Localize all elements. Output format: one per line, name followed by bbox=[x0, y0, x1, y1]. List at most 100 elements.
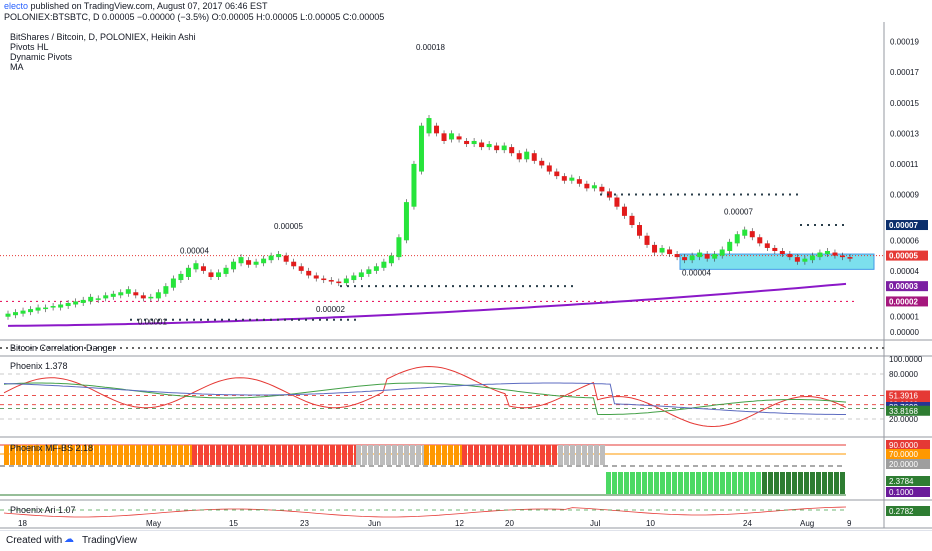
mfbs-bar bbox=[210, 445, 215, 465]
mfbs-bar bbox=[486, 445, 491, 465]
candle bbox=[479, 142, 485, 148]
mfbs-bar bbox=[762, 472, 767, 494]
phoenix-axis-label: 100.0000 bbox=[889, 355, 923, 364]
candle bbox=[140, 295, 146, 299]
mfbs-bar bbox=[552, 445, 557, 465]
mfbs-bar bbox=[336, 445, 341, 465]
mfbs-bar bbox=[678, 472, 683, 494]
candle bbox=[539, 160, 545, 166]
mfbs-bar bbox=[392, 445, 397, 465]
mfbs-bar bbox=[124, 445, 129, 465]
mfbs-bar bbox=[684, 472, 689, 494]
mfbs-bar bbox=[618, 472, 623, 494]
mfbs-bar bbox=[442, 445, 447, 465]
candle bbox=[501, 145, 507, 151]
mfbs-bar bbox=[600, 445, 605, 465]
published-text: published on TradingView.com, August 07,… bbox=[30, 1, 268, 11]
pivot-annotation: 0.00005 bbox=[274, 222, 303, 231]
pivot-annotation: 0.00007 bbox=[724, 207, 753, 216]
mfbs-bar bbox=[810, 472, 815, 494]
mfbs-bar bbox=[410, 445, 415, 465]
mfbs-bar bbox=[672, 472, 677, 494]
candle bbox=[80, 299, 86, 303]
mfbs-bar bbox=[840, 472, 845, 494]
mfbs-bar bbox=[356, 445, 361, 465]
pane-label-phoenix: Phoenix 1.378 bbox=[10, 361, 68, 371]
mfbs-bar bbox=[708, 472, 713, 494]
mfbs-bar bbox=[88, 445, 93, 465]
phoenix-green-line bbox=[3, 382, 847, 415]
mfbs-bar bbox=[380, 445, 385, 465]
mfbs-bar bbox=[416, 445, 421, 465]
mfbs-bar bbox=[112, 445, 117, 465]
candle bbox=[208, 272, 214, 277]
candle bbox=[652, 244, 658, 253]
mfbs-bar bbox=[398, 445, 403, 465]
candle bbox=[133, 292, 139, 296]
phoenix-axis-label: 33.8168 bbox=[889, 407, 918, 416]
candle bbox=[449, 133, 455, 140]
legend-pivots-hl: Pivots HL bbox=[10, 42, 49, 52]
mfbs-bar bbox=[270, 445, 275, 465]
candle bbox=[599, 186, 605, 192]
phoenix-axis-label: 80.0000 bbox=[889, 370, 918, 379]
x-tick-label: 20 bbox=[505, 519, 514, 528]
candle bbox=[268, 255, 274, 261]
mfbs-bar bbox=[528, 445, 533, 465]
mfbs-axis-box bbox=[886, 476, 930, 486]
mfbs-axis-label: 0.1000 bbox=[889, 488, 914, 497]
y-tick-label: 0.00011 bbox=[890, 160, 919, 169]
mfbs-bar bbox=[630, 472, 635, 494]
mfbs-bar bbox=[448, 445, 453, 465]
candle bbox=[569, 177, 575, 181]
mfbs-bar bbox=[696, 472, 701, 494]
mfbs-bar bbox=[750, 472, 755, 494]
pivot-annotation: 0.00004 bbox=[180, 247, 209, 256]
phoenix-blue-line bbox=[3, 382, 846, 415]
mfbs-bar bbox=[642, 472, 647, 494]
candle bbox=[65, 302, 71, 307]
mfbs-bar bbox=[178, 445, 183, 465]
mfbs-bar bbox=[480, 445, 485, 465]
candle bbox=[486, 144, 492, 148]
mfbs-bar bbox=[424, 445, 429, 465]
candle bbox=[125, 289, 131, 294]
candle bbox=[644, 235, 650, 245]
price-chart[interactable]: 0.00019 0.00017 0.00015 0.00013 0.00011 0.000… bbox=[0, 0, 932, 530]
mfbs-bar bbox=[342, 445, 347, 465]
candle bbox=[43, 307, 49, 310]
ari-axis-label: 0.2782 bbox=[889, 507, 914, 516]
mfbs-bar bbox=[594, 445, 599, 465]
x-tick-label: 23 bbox=[300, 519, 309, 528]
candle bbox=[321, 278, 327, 281]
candle bbox=[366, 269, 372, 274]
mfbs-bar bbox=[70, 445, 75, 465]
candle bbox=[418, 125, 424, 172]
candle bbox=[223, 267, 229, 274]
candle bbox=[388, 255, 394, 264]
publisher-name[interactable]: electo bbox=[4, 1, 29, 11]
mfbs-bar bbox=[498, 445, 503, 465]
x-tick-label: 24 bbox=[743, 519, 752, 528]
x-tick-label: Jun bbox=[368, 519, 381, 528]
phoenix-axis-label: 51.3916 bbox=[889, 391, 918, 400]
legend-ma: MA bbox=[10, 62, 24, 72]
candle bbox=[298, 266, 304, 271]
mfbs-bar bbox=[40, 445, 45, 465]
candle bbox=[276, 254, 282, 258]
candle bbox=[779, 251, 785, 255]
candle bbox=[396, 237, 402, 258]
candle bbox=[667, 249, 673, 255]
mfbs-bar bbox=[348, 445, 353, 465]
mfbs-bar bbox=[720, 472, 725, 494]
candle bbox=[757, 237, 763, 244]
mfbs-bar bbox=[192, 445, 197, 465]
mfbs-axis-box bbox=[886, 459, 930, 469]
tradingview-brand[interactable]: TradingView bbox=[82, 535, 138, 546]
candle bbox=[682, 257, 688, 261]
mfbs-bar bbox=[624, 472, 629, 494]
candle bbox=[674, 254, 680, 258]
mfbs-bar bbox=[732, 472, 737, 494]
mfbs-bar bbox=[558, 445, 563, 465]
candle bbox=[734, 234, 740, 244]
